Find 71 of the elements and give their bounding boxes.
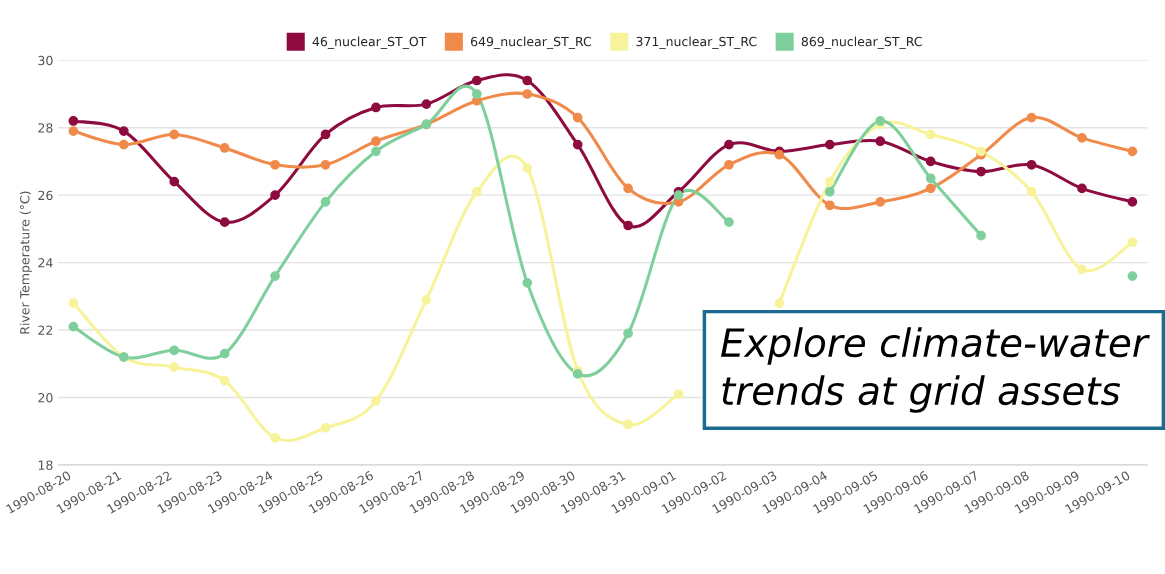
point [169,129,180,140]
point [724,159,734,170]
y-tick-label: 24 [38,258,53,268]
point [673,190,684,201]
point [320,159,331,170]
point [1127,146,1138,157]
point [1127,237,1138,248]
point [320,197,331,207]
point [68,126,79,136]
point [270,159,280,170]
point [724,217,734,227]
point [320,422,331,433]
point [169,345,180,356]
legend-label: 371_nuclear_ST_RC [636,36,757,50]
y-tick-label: 26 [38,190,53,201]
point [673,389,684,399]
legend-label: 649_nuclear_ST_RC [470,36,592,50]
point [421,99,432,109]
point [1127,197,1138,207]
point [572,369,583,379]
point [371,146,381,157]
point [572,112,583,123]
point [724,139,734,150]
annotation: Explore climate-water trends at grid assets [721,327,1150,413]
point [471,75,482,86]
point [623,328,633,339]
point [169,176,180,187]
point [118,126,129,136]
point [169,362,180,373]
point [219,143,230,153]
y-tick-label: 28 [38,123,53,133]
point [421,294,432,305]
point [68,298,79,308]
y-axis-title: River Temperature (°C) [19,191,32,334]
point [219,375,230,386]
point [471,186,482,197]
point [1026,186,1037,197]
legend-label: 869_nuclear_ST_RC [801,36,922,50]
point [270,190,280,201]
point [623,419,633,430]
point [371,102,381,113]
point [371,396,381,406]
point [68,321,79,332]
point [572,139,583,150]
point [522,163,533,174]
point [320,129,331,140]
point [471,89,482,99]
point [1026,159,1037,170]
point [623,220,633,231]
point [1077,264,1087,275]
point [522,277,533,288]
point [270,271,280,281]
point [371,136,381,147]
point [118,139,129,150]
legend-label: 46_nuclear_ST_OT [312,36,427,50]
point [522,89,533,99]
point [774,298,785,308]
point [219,217,230,227]
point [1026,112,1037,123]
point [270,433,280,443]
y-tick-label: 22 [38,325,53,335]
y-tick-label: 30 [38,55,53,66]
point [522,75,533,86]
y-tick-label: 20 [38,392,53,403]
point [1127,271,1138,281]
point [68,116,79,126]
point [1077,132,1087,143]
point [219,348,230,359]
point [623,183,633,194]
point [1077,183,1087,194]
y-tick-label: 18 [38,460,53,470]
